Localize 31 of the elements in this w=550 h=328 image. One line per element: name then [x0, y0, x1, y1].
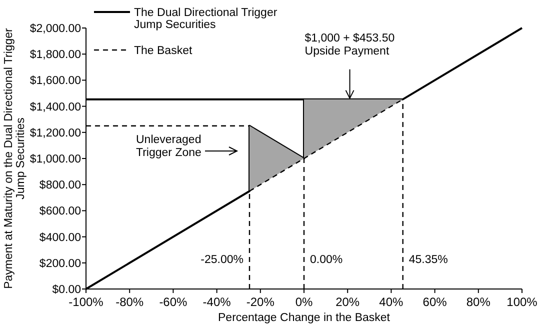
x-tick-label: 80% — [466, 295, 491, 309]
y-tick-label: $1,000.00 — [30, 154, 81, 166]
legend-label: The Dual Directional Trigger Jump Securities — [134, 7, 278, 31]
annotation: 0.00% — [310, 254, 343, 266]
y-tick-label: $200.00 — [39, 258, 81, 270]
x-tick-label: 0% — [295, 295, 313, 309]
x-tick-label: 20% — [336, 295, 360, 309]
y-tick-label: $1,800.00 — [30, 49, 81, 62]
x-tick-label: 40% — [379, 295, 404, 309]
annotation: Unleveraged Trigger Zone — [136, 134, 202, 159]
x-axis-title: Percentage Change in the Basket — [218, 312, 391, 324]
x-tick-label: -80% — [116, 295, 144, 309]
y-tick-label: $600.00 — [39, 206, 81, 218]
x-tick-label: -60% — [159, 295, 188, 309]
annotation: 45.35% — [408, 254, 448, 266]
annotation: $1,000 + $453.50 Upside Payment — [304, 32, 395, 58]
x-tick-label: 100% — [506, 295, 538, 309]
y-tick-label: $2,000.00 — [30, 23, 81, 35]
x-tick-label: 60% — [422, 295, 448, 309]
y-tick-label: $1,200.00 — [30, 127, 81, 140]
x-tick-label: -40% — [202, 295, 232, 309]
y-tick-label: $400.00 — [39, 232, 81, 244]
y-tick-label: $0.00 — [52, 284, 81, 296]
legend-label: The Basket — [134, 45, 193, 57]
y-tick-label: $1,600.00 — [30, 75, 81, 88]
x-tick-label: -20% — [246, 295, 275, 309]
y-tick-label: $800.00 — [39, 180, 81, 192]
x-tick-label: -100% — [68, 295, 104, 309]
annotation: -25.00% — [200, 254, 244, 266]
y-tick-label: $1,400.00 — [30, 101, 81, 114]
y-axis-title: Payment at Maturity on the Dual Directional Trigger Jump Securities — [3, 28, 27, 289]
